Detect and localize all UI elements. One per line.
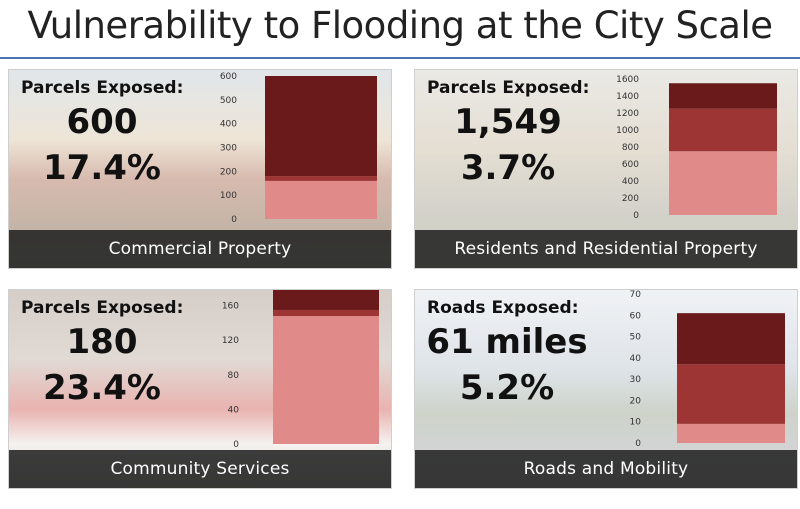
- residential-parcel-count: 1,549: [454, 102, 562, 142]
- y-tick-label: 500: [220, 96, 237, 106]
- bar-segment-mid: [273, 309, 379, 317]
- services-parcel-count: 180: [66, 322, 138, 362]
- y-tick-label: 120: [222, 336, 239, 346]
- y-tick-label: 400: [622, 177, 639, 187]
- page-title: Vulnerability to Flooding at the City Sc…: [27, 4, 773, 47]
- residential-percent: 3.7%: [460, 148, 556, 188]
- y-tick-label: 0: [635, 439, 641, 449]
- roads-percent: 5.2%: [459, 368, 555, 408]
- commercial-stat-label: Parcels Exposed:: [21, 78, 184, 98]
- title-divider: [0, 57, 800, 59]
- commercial-percent: 17.4%: [43, 148, 161, 188]
- services-percent: 23.4%: [43, 368, 161, 408]
- y-tick-label: 20: [630, 396, 642, 406]
- bar-segment-mid: [265, 176, 377, 181]
- roads-chart: 0 10 20 30 40 50 60 70: [630, 290, 785, 449]
- y-tick-label: 10: [630, 418, 642, 428]
- commercial-parcel-count: 600: [66, 102, 138, 142]
- y-tick-label: 100: [220, 191, 237, 201]
- y-tick-label: 400: [220, 120, 237, 130]
- bar-segment-mid: [677, 364, 785, 424]
- y-tick-label: 1200: [616, 109, 639, 119]
- bar-segment-light: [265, 180, 377, 219]
- y-tick-label: 160: [222, 302, 239, 312]
- y-tick-label: 0: [233, 440, 239, 450]
- y-tick-label: 600: [622, 160, 639, 170]
- y-tick-label: 200: [622, 194, 639, 204]
- y-tick-label: 300: [220, 144, 237, 154]
- residential-stat-label: Parcels Exposed:: [427, 78, 590, 98]
- bar-segment-dark: [265, 76, 377, 177]
- bar-segment-dark: [677, 313, 785, 365]
- panel-roads-mobility: 0 10 20 30 40 50 60 70 Roads Exposed: 61 miles …: [414, 289, 798, 489]
- y-tick-label: 600: [220, 72, 237, 82]
- y-tick-label: 1400: [616, 92, 639, 102]
- y-tick-label: 40: [228, 405, 240, 415]
- services-footer-label: Community Services: [9, 450, 391, 488]
- residential-chart: 0 200 400 600 800 1000 1200 1400 1600: [616, 75, 777, 221]
- bar-segment-mid: [669, 108, 777, 152]
- y-tick-label: 50: [630, 333, 642, 343]
- y-tick-label: 80: [228, 371, 240, 381]
- bar-segment-light: [669, 151, 777, 215]
- roads-miles-count: 61 miles: [426, 322, 588, 362]
- panel-commercial-property: 0 100 200 300 400 500 600 Parcels Exposed: 600…: [8, 69, 392, 269]
- y-tick-label: 800: [622, 143, 639, 153]
- commercial-footer-label: Commercial Property: [9, 230, 391, 268]
- panel-residential-property: 0 200 400 600 800 1000 1200 1400 1600 Parcels Ex…: [414, 69, 798, 269]
- services-stat-label: Parcels Exposed:: [21, 298, 184, 318]
- bar-segment-dark: [669, 83, 777, 109]
- bar-segment-light: [273, 316, 379, 444]
- y-tick-label: 30: [630, 375, 642, 385]
- y-tick-label: 200: [220, 167, 237, 177]
- residential-footer-label: Residents and Residential Property: [415, 230, 797, 268]
- y-tick-label: 70: [630, 290, 642, 300]
- y-tick-label: 1000: [616, 126, 639, 136]
- y-tick-label: 40: [630, 354, 642, 364]
- commercial-chart: 0 100 200 300 400 500 600: [220, 72, 377, 225]
- y-tick-label: 0: [633, 211, 639, 221]
- y-tick-label: 0: [231, 215, 237, 225]
- roads-stat-label: Roads Exposed:: [427, 298, 579, 318]
- panel-community-services: 0 40 80 120 160 Parcels Exposed: 180 23.4% C…: [8, 289, 392, 489]
- y-tick-label: 60: [630, 311, 642, 321]
- roads-footer-label: Roads and Mobility: [415, 450, 797, 488]
- bar-segment-dark: [273, 290, 379, 310]
- services-chart: 0 40 80 120 160: [222, 290, 379, 450]
- bar-segment-light: [677, 423, 785, 443]
- y-tick-label: 1600: [616, 75, 639, 85]
